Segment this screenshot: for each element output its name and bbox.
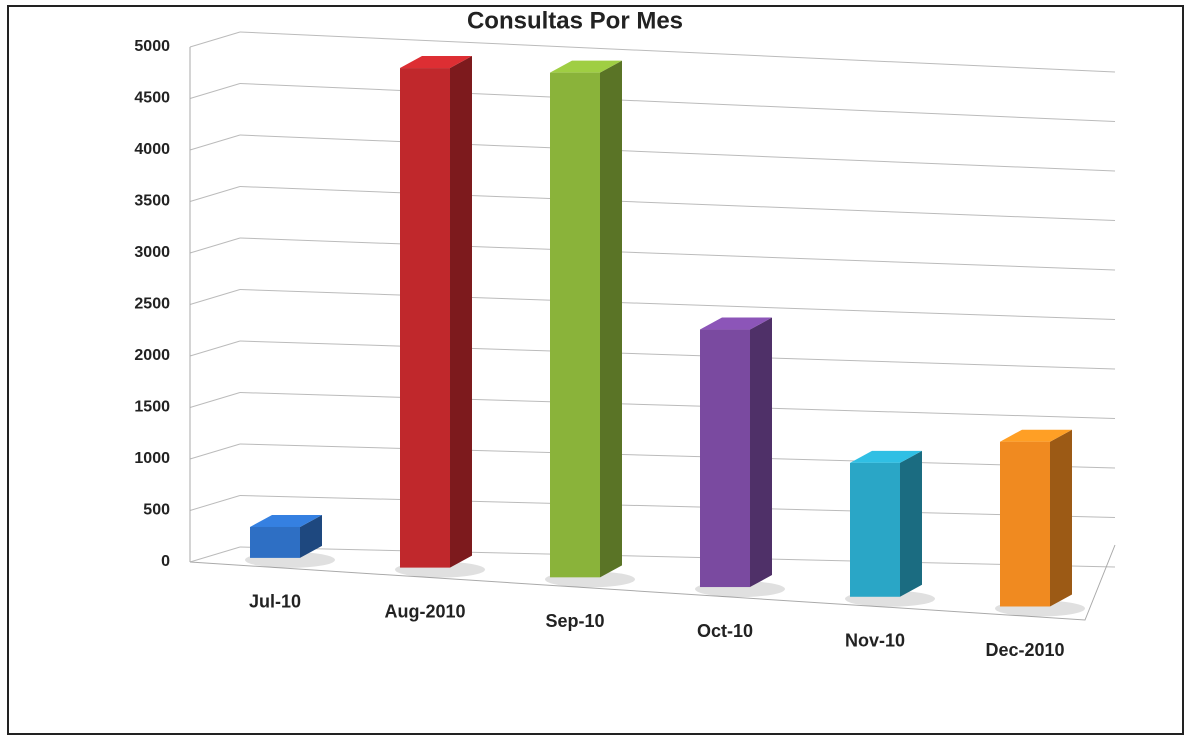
bar-top: [400, 56, 472, 69]
grid-line: [189, 134, 241, 151]
grid-line: [239, 134, 1116, 172]
bar-top: [1000, 429, 1072, 442]
floor-edge: [189, 544, 1116, 621]
grid-line: [189, 237, 241, 254]
bar: [1000, 441, 1050, 607]
grid-line: [189, 289, 241, 305]
y-tick-label: 5000: [134, 38, 170, 55]
bar-side: [450, 56, 472, 568]
y-tick-label: 2500: [134, 296, 170, 313]
bar: [550, 72, 600, 578]
grid-line: [239, 289, 1116, 320]
x-tick-label: Dec-2010: [985, 640, 1064, 660]
bar-top: [700, 317, 772, 330]
x-tick-label: Sep-10: [545, 611, 604, 631]
grid-line: [239, 83, 1116, 122]
grid-line: [239, 31, 1116, 73]
bar-side: [300, 514, 322, 558]
y-tick-label: 0: [161, 553, 170, 570]
x-tick-label: Nov-10: [845, 631, 905, 651]
grid-line: [189, 546, 241, 563]
x-tick-label: Oct-10: [697, 621, 753, 641]
bar: [400, 68, 450, 568]
chart-title: Consultas Por Mes: [467, 7, 683, 34]
bar: [850, 462, 900, 597]
bar: [700, 329, 750, 588]
x-tick-label: Jul-10: [249, 592, 301, 612]
grid-line: [239, 392, 1116, 419]
y-tick-label: 3000: [134, 244, 170, 261]
bar-top: [250, 514, 322, 527]
grid-line: [239, 340, 1116, 370]
bar: [250, 526, 300, 558]
y-tick-label: 2000: [134, 347, 170, 364]
grid-line: [239, 495, 1116, 518]
grid-line: [239, 237, 1116, 271]
bar-side: [900, 450, 922, 597]
y-tick-label: 4500: [134, 90, 170, 107]
grid-line: [189, 31, 241, 48]
bar-top: [550, 60, 622, 73]
y-tick-label: 1000: [134, 450, 170, 467]
y-tick-label: 4000: [134, 141, 170, 158]
x-tick-label: Aug-2010: [384, 601, 465, 621]
bar-top: [850, 450, 922, 463]
y-tick-label: 500: [143, 502, 170, 519]
grid-line: [189, 340, 241, 357]
bar-side: [600, 60, 622, 578]
y-tick-label: 1500: [134, 399, 170, 416]
bar-side: [750, 317, 772, 588]
grid-line: [189, 443, 241, 460]
grid-line: [239, 546, 1116, 568]
grid-line: [189, 392, 241, 408]
grid-line: [239, 443, 1116, 469]
y-tick-label: 3500: [134, 193, 170, 210]
grid-line: [189, 495, 241, 511]
grid-line: [189, 83, 241, 99]
bar-side: [1050, 429, 1072, 607]
grid-line: [189, 186, 241, 202]
grid-line: [239, 186, 1116, 221]
